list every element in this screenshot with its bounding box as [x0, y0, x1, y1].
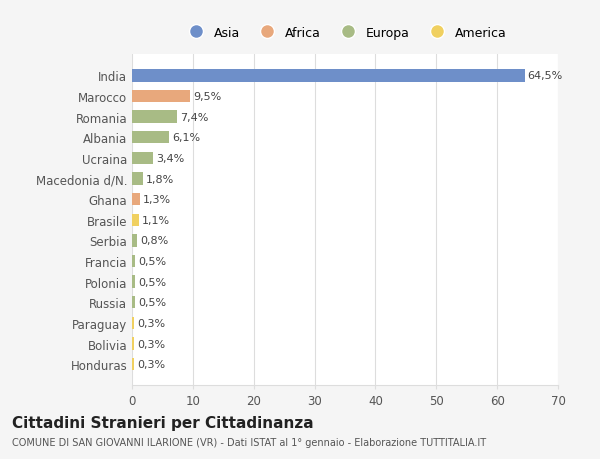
- Bar: [132, 132, 169, 144]
- Bar: [132, 255, 135, 268]
- Text: 9,5%: 9,5%: [193, 92, 221, 102]
- Text: 0,8%: 0,8%: [140, 236, 168, 246]
- Text: 0,3%: 0,3%: [137, 339, 165, 349]
- Bar: [132, 338, 134, 350]
- Text: 0,3%: 0,3%: [137, 359, 165, 369]
- Text: 0,5%: 0,5%: [138, 277, 166, 287]
- Text: 0,5%: 0,5%: [138, 297, 166, 308]
- Bar: [132, 194, 140, 206]
- Bar: [132, 235, 137, 247]
- Bar: [132, 297, 135, 309]
- Bar: [132, 173, 143, 185]
- Bar: [132, 214, 139, 226]
- Bar: [132, 70, 524, 83]
- Text: Cittadini Stranieri per Cittadinanza: Cittadini Stranieri per Cittadinanza: [12, 415, 314, 430]
- Text: COMUNE DI SAN GIOVANNI ILARIONE (VR) - Dati ISTAT al 1° gennaio - Elaborazione T: COMUNE DI SAN GIOVANNI ILARIONE (VR) - D…: [12, 437, 486, 447]
- Text: 64,5%: 64,5%: [527, 71, 563, 81]
- Text: 6,1%: 6,1%: [172, 133, 200, 143]
- Bar: [132, 276, 135, 288]
- Text: 7,4%: 7,4%: [180, 112, 208, 123]
- Bar: [132, 358, 134, 370]
- Text: 1,1%: 1,1%: [142, 215, 170, 225]
- Text: 0,5%: 0,5%: [138, 257, 166, 267]
- Bar: [132, 317, 134, 330]
- Bar: [132, 111, 177, 123]
- Text: 1,8%: 1,8%: [146, 174, 174, 184]
- Text: 1,3%: 1,3%: [143, 195, 171, 205]
- Legend: Asia, Africa, Europa, America: Asia, Africa, Europa, America: [179, 22, 511, 45]
- Bar: [132, 91, 190, 103]
- Bar: [132, 152, 152, 165]
- Text: 0,3%: 0,3%: [137, 318, 165, 328]
- Text: 3,4%: 3,4%: [156, 154, 184, 163]
